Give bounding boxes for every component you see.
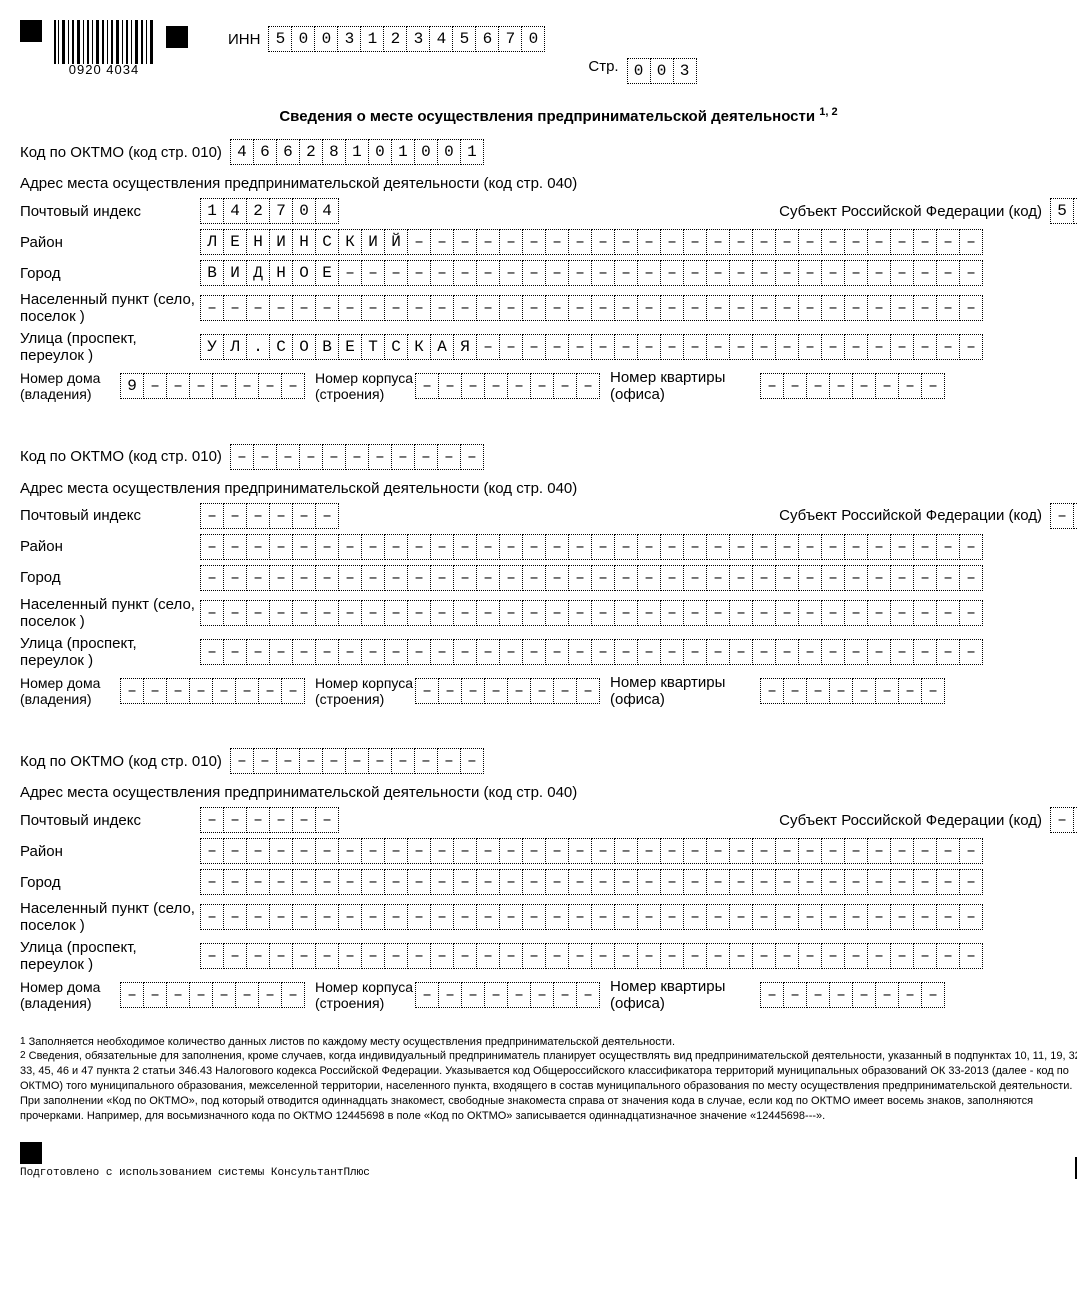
street-cells: УЛ.СОВЕТСКАЯ–––––––––––––––––––––– [200,334,983,360]
postal-cells: –––––– [200,807,339,833]
page-title: Сведения о месте осуществления предприни… [20,106,1077,125]
street-label: Улица (проспект, переулок ) [20,635,200,669]
address-heading: Адрес места осуществления предпринимател… [20,784,1077,801]
street-label: Улица (проспект, переулок ) [20,330,200,364]
city-label: Город [20,265,200,282]
settlement-label: Населенный пункт (село, поселок ) [20,900,200,934]
subject-cells: –– [1050,503,1077,529]
footnotes: 1 Заполняется необходимое количество дан… [20,1035,1077,1124]
address-heading: Адрес места осуществления предпринимател… [20,480,1077,497]
made-with: Подготовлено с использованием системы Ко… [20,1167,370,1179]
corner-square-tr-inner [166,26,188,48]
korpus-cells: –––––––– [415,678,600,704]
subject-cells: –– [1050,807,1077,833]
street-cells: –––––––––––––––––––––––––––––––––– [200,639,983,665]
oktmo-label: Код по ОКТМО (код стр. 010) [20,753,222,770]
city-label: Город [20,569,200,586]
district-cells: ЛЕНИНСКИЙ––––––––––––––––––––––––– [200,229,983,255]
inn-label: ИНН [228,31,260,48]
oktmo-label: Код по ОКТМО (код стр. 010) [20,448,222,465]
address-heading: Адрес места осуществления предпринимател… [20,175,1077,192]
oktmo-label: Код по ОКТМО (код стр. 010) [20,144,222,161]
flat-cells: –––––––– [760,678,945,704]
district-label: Район [20,843,200,860]
barcode-number: 0920 4034 [54,62,154,77]
flat-cells: –––––––– [760,982,945,1008]
city-cells: –––––––––––––––––––––––––––––––––– [200,565,983,591]
house-cells: –––––––– [120,678,305,704]
page-cells: 003 [627,58,697,84]
settlement-cells: –––––––––––––––––––––––––––––––––– [200,295,983,321]
postal-label: Почтовый индекс [20,812,200,829]
subject-label: Субъект Российской Федерации (код) [779,812,1042,829]
settlement-cells: –––––––––––––––––––––––––––––––––– [200,600,983,626]
district-cells: –––––––––––––––––––––––––––––––––– [200,838,983,864]
inn-cells: 500312345670 [268,26,545,52]
oktmo-cells: 46628101001 [230,139,484,165]
settlement-cells: –––––––––––––––––––––––––––––––––– [200,904,983,930]
korpus-label: Номер корпуса (строения) [315,675,415,707]
corner-square-bl [20,1142,42,1164]
district-label: Район [20,538,200,555]
corner-square-tl [20,20,42,42]
oktmo-cells: ––––––––––– [230,748,484,774]
house-label: Номер дома (владения) [20,370,120,402]
barcode-icon [54,20,154,64]
house-cells: –––––––– [120,982,305,1008]
subject-label: Субъект Российской Федерации (код) [779,203,1042,220]
flat-label: Номер квартиры (офиса) [610,674,760,709]
flat-label: Номер квартиры (офиса) [610,369,760,404]
settlement-label: Населенный пункт (село, поселок ) [20,596,200,630]
korpus-cells: –––––––– [415,982,600,1008]
subject-cells: 50 [1050,198,1077,224]
subject-label: Субъект Российской Федерации (код) [779,507,1042,524]
oktmo-cells: ––––––––––– [230,444,484,470]
settlement-label: Населенный пункт (село, поселок ) [20,291,200,325]
page-label: Стр. [588,58,618,84]
postal-label: Почтовый индекс [20,507,200,524]
city-label: Город [20,874,200,891]
korpus-label: Номер корпуса (строения) [315,979,415,1011]
district-label: Район [20,234,200,251]
street-label: Улица (проспект, переулок ) [20,939,200,973]
house-label: Номер дома (владения) [20,979,120,1011]
house-cells: 9––––––– [120,373,305,399]
postal-label: Почтовый индекс [20,203,200,220]
house-label: Номер дома (владения) [20,675,120,707]
district-cells: –––––––––––––––––––––––––––––––––– [200,534,983,560]
korpus-label: Номер корпуса (строения) [315,370,415,402]
city-cells: –––––––––––––––––––––––––––––––––– [200,869,983,895]
city-cells: ВИДНОЕ–––––––––––––––––––––––––––– [200,260,983,286]
flat-cells: –––––––– [760,373,945,399]
korpus-cells: –––––––– [415,373,600,399]
flat-label: Номер квартиры (офиса) [610,978,760,1013]
postal-cells: –––––– [200,503,339,529]
postal-cells: 142704 [200,198,339,224]
street-cells: –––––––––––––––––––––––––––––––––– [200,943,983,969]
